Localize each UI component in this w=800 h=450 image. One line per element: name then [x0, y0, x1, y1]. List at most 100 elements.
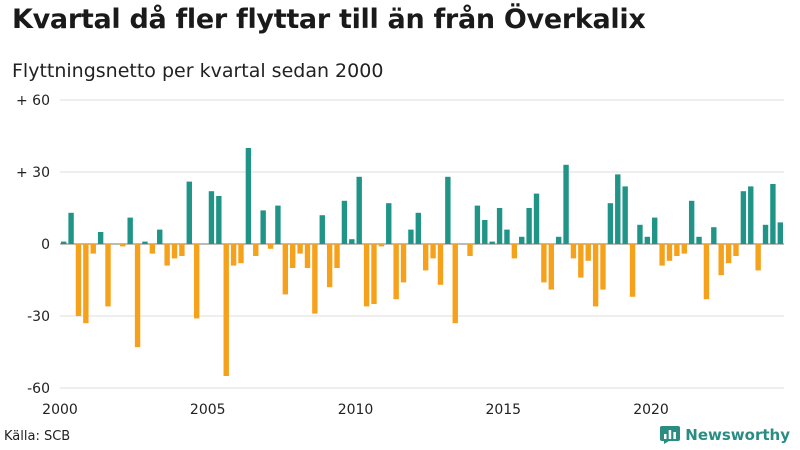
bar: [519, 236, 525, 244]
bar: [208, 191, 215, 244]
bar: [533, 193, 540, 244]
bar: [326, 244, 333, 288]
bar: [134, 244, 141, 348]
y-tick-label: 0: [41, 237, 50, 253]
bar: [688, 200, 695, 244]
bar: [585, 244, 591, 261]
x-tick-label: 2010: [338, 402, 374, 418]
bar: [703, 244, 710, 300]
bar: [725, 244, 732, 264]
bar: [681, 244, 687, 254]
bar: [68, 212, 74, 244]
bar: [541, 244, 547, 283]
bar: [615, 174, 621, 244]
bar: [371, 244, 377, 304]
bar: [193, 244, 200, 319]
bar: [445, 176, 451, 244]
bar: [474, 205, 481, 244]
bar: [674, 244, 680, 256]
bar: [179, 244, 185, 256]
bar: [105, 244, 111, 307]
bar: [777, 222, 783, 244]
bar: [755, 244, 761, 271]
x-tick-label: 2020: [633, 402, 669, 418]
bar: [452, 244, 458, 324]
bar: [75, 244, 82, 316]
bar: [629, 244, 636, 297]
bar: [142, 241, 148, 244]
source-note: Källa: SCB: [4, 429, 71, 444]
bar: [504, 229, 510, 244]
bar: [349, 239, 355, 244]
bar: [120, 244, 126, 247]
bar: [467, 244, 473, 256]
bar: [61, 241, 67, 244]
bar: [644, 236, 651, 244]
bar: [600, 244, 606, 290]
y-tick-label: + 60: [16, 93, 50, 109]
bar: [711, 227, 717, 244]
bar: [555, 236, 562, 244]
bar: [666, 244, 673, 261]
bar: [748, 186, 754, 244]
bar: [607, 203, 614, 244]
bar: [363, 244, 370, 307]
bar: [496, 208, 503, 244]
bar: [97, 232, 104, 244]
bar: [216, 196, 222, 244]
bar: [400, 244, 407, 283]
bar-chart-icon: [660, 426, 681, 444]
brand-name: Newsworthy: [685, 426, 790, 444]
bar: [511, 244, 518, 259]
bar: [570, 244, 577, 259]
bar: [762, 224, 769, 244]
x-tick-label: 2000: [42, 402, 78, 418]
bar: [164, 244, 170, 266]
bar: [430, 244, 436, 259]
y-tick-label: -60: [27, 381, 50, 397]
bar: [482, 220, 488, 244]
bar: [90, 244, 96, 254]
bar: [230, 244, 237, 266]
chart-subtitle: Flyttningsnetto per kvartal sedan 2000: [12, 60, 384, 82]
bar: [297, 244, 303, 254]
bar: [334, 244, 340, 268]
bar: [408, 229, 414, 244]
bar: [157, 229, 163, 244]
bar: [282, 244, 289, 295]
bar: [186, 181, 192, 244]
bar: [127, 217, 133, 244]
bar: [223, 244, 229, 376]
bar-chart: + 60 + 30 0 -30 -60 2000 2005 2010 2015 2020: [16, 93, 784, 418]
bar: [275, 205, 281, 244]
bar: [637, 224, 643, 244]
bar: [312, 244, 318, 314]
bar: [578, 244, 584, 278]
bar: [592, 244, 599, 307]
bar: [770, 184, 776, 244]
brand-logo: Newsworthy: [660, 426, 790, 444]
chart-title: Kvartal då fler flyttar till än från Öve…: [12, 4, 646, 35]
x-tick-label: 2015: [485, 402, 521, 418]
bar: [718, 244, 724, 276]
bar: [149, 244, 156, 254]
bar: [341, 200, 348, 244]
bar: [319, 215, 325, 244]
bar: [83, 244, 89, 324]
bar: [526, 208, 532, 244]
bar: [489, 241, 495, 244]
y-tick-label: + 30: [16, 165, 50, 181]
bar: [548, 244, 554, 290]
bar: [238, 244, 244, 264]
bar: [356, 176, 362, 244]
bar: [253, 244, 259, 256]
bar: [245, 148, 252, 244]
bar: [393, 244, 399, 300]
bar: [622, 186, 628, 244]
bar: [733, 244, 739, 256]
bar: [171, 244, 178, 259]
bar: [437, 244, 444, 285]
y-tick-label: -30: [27, 309, 50, 325]
bar: [696, 236, 702, 244]
bar: [304, 244, 311, 268]
